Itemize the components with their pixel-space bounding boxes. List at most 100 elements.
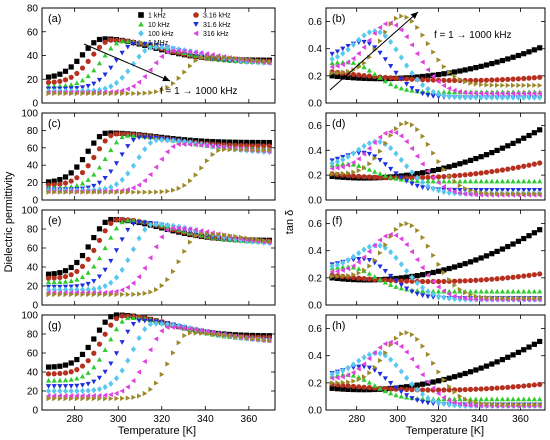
series-1-MHz (46, 146, 272, 195)
data-point (340, 367, 346, 374)
data-point (494, 396, 500, 402)
data-point (393, 22, 399, 28)
data-point (382, 376, 388, 382)
data-point (176, 75, 182, 81)
data-point (441, 166, 447, 173)
data-point (372, 274, 378, 279)
data-point (96, 134, 103, 140)
data-point (537, 160, 543, 166)
data-point (494, 59, 500, 65)
data-point (499, 275, 506, 281)
data-point (113, 79, 120, 86)
data-point (334, 53, 341, 60)
data-point (473, 192, 478, 198)
data-point (63, 396, 69, 402)
data-point (136, 369, 142, 375)
data-point (430, 94, 436, 99)
data-point (366, 166, 372, 172)
data-point (398, 393, 404, 399)
data-point (462, 178, 468, 184)
data-point (159, 189, 165, 195)
data-point (340, 46, 346, 52)
data-point (489, 149, 495, 156)
data-point (199, 165, 204, 171)
data-point (346, 170, 351, 176)
data-point (330, 171, 335, 177)
data-point (96, 146, 103, 152)
data-point (356, 72, 362, 78)
data-point (377, 148, 383, 154)
data-point (233, 55, 238, 61)
series-1-MHz (330, 221, 543, 301)
data-point (57, 291, 63, 298)
data-point (499, 90, 505, 97)
legend-entry: 1 MHz (138, 39, 169, 47)
y-tick-label: 0.6 (308, 324, 322, 335)
data-point (361, 384, 367, 390)
data-point (409, 274, 415, 281)
data-point (187, 141, 193, 148)
data-point (91, 336, 97, 342)
data-point (57, 274, 63, 281)
data-point (473, 90, 478, 96)
data-point (57, 90, 63, 97)
data-point (340, 69, 346, 75)
data-point (457, 187, 463, 193)
data-point (367, 161, 372, 167)
series-31_6-kHz (329, 256, 543, 301)
data-point (531, 272, 537, 278)
data-point (108, 65, 114, 71)
data-point (137, 90, 142, 96)
data-point (414, 257, 420, 263)
data-point (457, 288, 463, 294)
data-point (119, 38, 125, 44)
data-point (57, 177, 63, 183)
data-point (86, 90, 91, 97)
data-point (393, 335, 399, 341)
data-point (531, 161, 537, 167)
data-point (108, 380, 114, 387)
data-point (505, 166, 511, 172)
data-point (45, 377, 52, 383)
data-point (261, 238, 267, 244)
data-point (537, 178, 543, 184)
data-point (467, 191, 473, 197)
data-point (467, 66, 474, 72)
data-point (479, 190, 484, 196)
data-point (537, 227, 543, 233)
data-point (430, 77, 436, 83)
data-point (382, 78, 388, 84)
data-point (366, 276, 372, 282)
data-point (51, 182, 57, 188)
data-point (441, 387, 447, 393)
series-316-kHz (329, 129, 542, 198)
data-point (361, 44, 367, 50)
data-point (148, 386, 154, 392)
data-point (393, 226, 399, 233)
arrow-shaft (83, 43, 171, 82)
panel-frame (325, 112, 546, 201)
data-point (102, 156, 108, 162)
series-1-kHz (329, 227, 543, 283)
data-point (193, 326, 198, 333)
data-point (367, 370, 372, 376)
data-point (463, 290, 468, 296)
data-point (74, 375, 80, 381)
data-point (494, 276, 500, 282)
data-point (85, 148, 91, 154)
data-point (62, 273, 69, 280)
data-point (74, 80, 80, 86)
data-point (79, 169, 86, 176)
data-point (91, 67, 97, 73)
data-point (393, 83, 399, 89)
data-point (409, 396, 415, 401)
data-point (136, 334, 142, 342)
data-point (430, 291, 436, 298)
data-point (79, 85, 86, 91)
data-point (361, 72, 367, 79)
data-point (164, 49, 170, 55)
data-point (119, 266, 125, 274)
data-point (377, 157, 383, 163)
data-point (356, 364, 362, 370)
data-point (366, 351, 372, 358)
